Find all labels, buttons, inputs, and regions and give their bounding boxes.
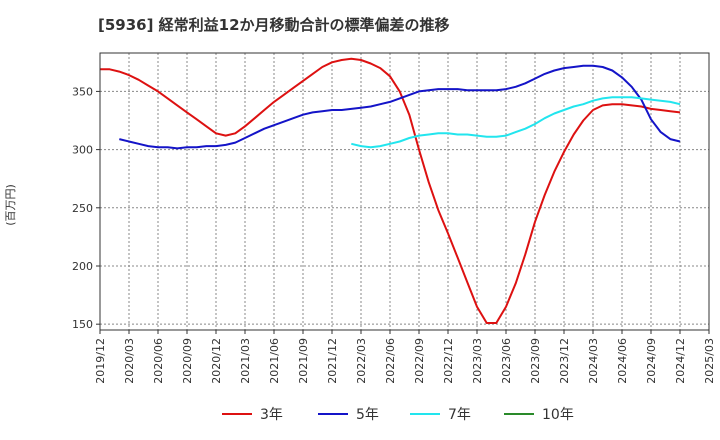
y-axis-label: (百万円): [4, 184, 17, 226]
x-tick-label: 2020/03: [123, 338, 136, 384]
x-tick-label: 2023/06: [500, 338, 513, 384]
y-tick-label: 350: [72, 85, 93, 98]
legend-label: 10年: [542, 407, 574, 423]
grid-lines: [100, 53, 709, 330]
series-line-3年: [100, 57, 681, 324]
series-lines: [100, 57, 681, 324]
x-tick-label: 2022/12: [442, 338, 455, 384]
x-tick-label: 2021/06: [268, 338, 281, 384]
x-tick-label: 2021/09: [297, 338, 310, 384]
legend: 3年 5年 7年 10年: [222, 407, 574, 423]
y-tick-label: 300: [72, 144, 93, 157]
x-tick-label: 2025/03: [703, 338, 716, 384]
legend-label: 7年: [448, 407, 471, 423]
y-tick-label: 150: [72, 318, 93, 331]
x-tick-label: 2022/09: [413, 338, 426, 384]
x-tick-label: 2020/09: [181, 338, 194, 384]
x-tick-label: 2022/06: [384, 338, 397, 384]
legend-label: 5年: [356, 407, 379, 423]
x-tick-label: 2020/06: [152, 338, 165, 384]
y-tick-label: 200: [72, 260, 93, 273]
series-line-7年: [351, 96, 681, 149]
x-tick-label: 2021/03: [239, 338, 252, 384]
plot-area-frame: [99, 52, 710, 331]
chart-title: [5936] 経常利益12か月移動合計の標準偏差の推移: [98, 16, 450, 34]
y-tick-label: 250: [72, 202, 93, 215]
x-tick-label: 2019/12: [94, 338, 107, 384]
x-tick-label: 2023/12: [558, 338, 571, 384]
x-tick-label: 2022/03: [355, 338, 368, 384]
legend-label: 3年: [260, 407, 283, 423]
x-tick-label: 2023/09: [529, 338, 542, 384]
x-axis-ticks: 2019/12 2020/03 2020/06 2020/09 2020/12 2021/…: [94, 330, 716, 384]
x-tick-label: 2024/03: [587, 338, 600, 384]
x-tick-label: 2024/06: [616, 338, 629, 384]
x-tick-label: 2020/12: [210, 338, 223, 384]
x-tick-label: 2024/12: [674, 338, 687, 384]
x-tick-label: 2024/09: [645, 338, 658, 384]
y-axis-ticks: 150 200 250 300 350: [72, 85, 100, 331]
x-tick-label: 2023/03: [471, 338, 484, 384]
x-tick-label: 2021/12: [326, 338, 339, 384]
series-line-5年: [119, 64, 681, 150]
